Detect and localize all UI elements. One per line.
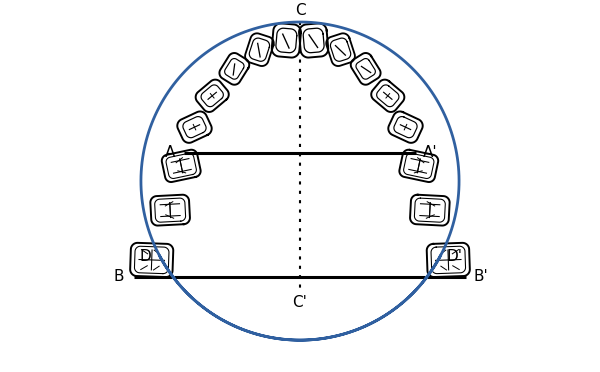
Text: B: B (114, 269, 124, 284)
Text: B': B' (473, 269, 488, 284)
Text: A: A (164, 145, 175, 160)
Text: C: C (295, 3, 305, 19)
Text: A': A' (423, 145, 437, 160)
Text: C': C' (293, 295, 307, 310)
Text: D': D' (446, 249, 462, 264)
Text: D: D (140, 249, 152, 264)
